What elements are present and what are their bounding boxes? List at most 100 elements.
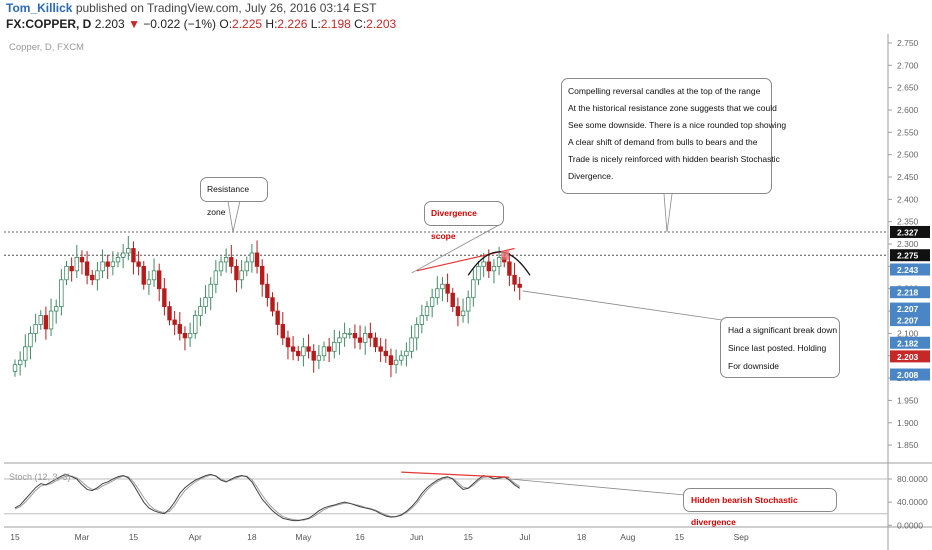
candle-down <box>259 265 265 285</box>
publish-line: Tom_Killick published on TradingView.com… <box>6 1 376 15</box>
highlight-marker <box>501 250 510 260</box>
candle-down <box>79 257 85 263</box>
hidden-div-callout-pointer <box>509 478 686 496</box>
price-tag <box>890 350 930 363</box>
stoch-divergence-line <box>401 471 510 478</box>
time-tick-label: 18 <box>247 532 257 542</box>
price-tag <box>890 302 930 315</box>
breakdown-note[interactable]: Had a significant break down Since last … <box>720 317 840 378</box>
time-tick-label: 15 <box>129 532 139 542</box>
time-tick-label: May <box>295 532 312 542</box>
price-tag-label: 2.275 <box>897 251 919 261</box>
price-tick-label: 1.950 <box>897 395 919 405</box>
grid <box>4 34 932 550</box>
hidden-divergence-note[interactable]: Hidden bearish Stochastic divergence <box>683 488 837 527</box>
candle-down <box>352 333 358 339</box>
close-value: 2.203 <box>366 17 397 31</box>
open-label: O: <box>219 17 233 31</box>
time-tick-label: 18 <box>577 532 587 542</box>
candle-up <box>110 261 116 267</box>
drawings <box>227 193 723 496</box>
pane-label: Copper, D, FXCM <box>9 42 84 53</box>
candle-down <box>69 265 74 272</box>
reversal-note[interactable]: Compelling reversal candles at the top o… <box>561 78 786 194</box>
divergence-scope-note[interactable]: Divergence scope <box>424 201 504 241</box>
candle-up <box>17 359 23 366</box>
candle-up <box>440 283 445 290</box>
reversal-note-line: A clear shift of demand from bulls to be… <box>568 137 758 147</box>
price-tag <box>890 336 930 349</box>
stoch-tick-label: 40.0000 <box>897 497 928 507</box>
candle-up <box>301 346 306 357</box>
candle-down <box>445 283 450 294</box>
candle-down <box>450 292 455 307</box>
candles <box>12 235 522 378</box>
candle-up <box>28 333 33 348</box>
price-tag-label: 2.008 <box>897 370 919 380</box>
candle-up <box>54 306 59 312</box>
candle-down <box>43 315 49 330</box>
candle-up <box>146 279 152 285</box>
time-tick-label: 15 <box>675 532 685 542</box>
candle-up <box>38 315 43 325</box>
candle-down <box>229 257 234 267</box>
candle-up <box>337 337 342 343</box>
candle-down <box>507 261 512 276</box>
breakdown-note-line: Since last posted. Holding <box>728 343 827 353</box>
candle-up <box>23 346 28 361</box>
chart-header: Tom_Killick published on TradingView.com… <box>0 0 932 34</box>
candle-up <box>429 297 435 307</box>
resistance-callout-pointer <box>227 200 241 233</box>
candle-down <box>388 355 394 366</box>
candle-up <box>126 248 131 254</box>
candle-up <box>115 257 121 263</box>
reversal-note-line: Trade is nicely reinforced with hidden b… <box>568 154 780 164</box>
stoch-label: Stoch (12, 3, 3) <box>9 472 71 482</box>
price-tick-label: 2.300 <box>897 239 919 249</box>
time-axis: 15 Mar 15 Apr 18 May 16 Jun 15 Jul 18 Aug 15 Sep <box>10 532 749 542</box>
breakdown-note-line: Had a significant break down <box>728 325 838 335</box>
candle-up <box>404 350 409 357</box>
price-tag-label: 2.218 <box>897 288 919 298</box>
candle-down <box>141 265 146 285</box>
candle-up <box>193 315 198 334</box>
author-link[interactable]: Tom_Killick <box>6 1 73 15</box>
stoch-tick-label: 0.0000 <box>897 520 923 530</box>
candle-down <box>326 346 332 352</box>
candle-down <box>162 288 167 307</box>
reversal-note-line: At the historical resistance zone sugges… <box>568 103 777 113</box>
breakdown-callout-pointer <box>522 290 723 321</box>
candle-up <box>223 257 229 263</box>
candle-up <box>332 341 337 352</box>
candle-down <box>455 306 461 316</box>
candle-down <box>136 261 141 267</box>
candle-up <box>362 333 368 343</box>
candle-up <box>321 346 327 357</box>
candle-up <box>409 337 414 352</box>
candle-down <box>167 306 172 321</box>
symbol-label: FX:COPPER, D <box>6 17 92 31</box>
candle-down <box>373 337 378 348</box>
candle-down <box>311 350 316 361</box>
price-tag <box>890 314 930 327</box>
open-value: 2.225 <box>232 17 263 31</box>
candle-up <box>342 333 347 339</box>
reversal-note-line: Compelling reversal candles at the top o… <box>568 86 761 96</box>
candle-down <box>486 261 491 272</box>
price-tick-label: 2.100 <box>897 328 919 338</box>
candle-down <box>296 350 301 357</box>
candle-down <box>378 346 383 352</box>
candle-up <box>213 270 219 285</box>
candle-up <box>48 310 54 330</box>
price-tick-label: 2.350 <box>897 217 919 227</box>
resistance-zone-note[interactable]: Resistance zone <box>200 177 268 217</box>
candle-up <box>64 265 69 281</box>
time-tick-label: 15 <box>463 532 473 542</box>
high-label: H: <box>265 17 278 31</box>
candle-up <box>59 279 64 307</box>
breakdown-note-line: For downside <box>728 361 780 371</box>
candle-up <box>187 333 193 339</box>
candle-up <box>95 270 100 281</box>
candle-down <box>285 337 291 348</box>
